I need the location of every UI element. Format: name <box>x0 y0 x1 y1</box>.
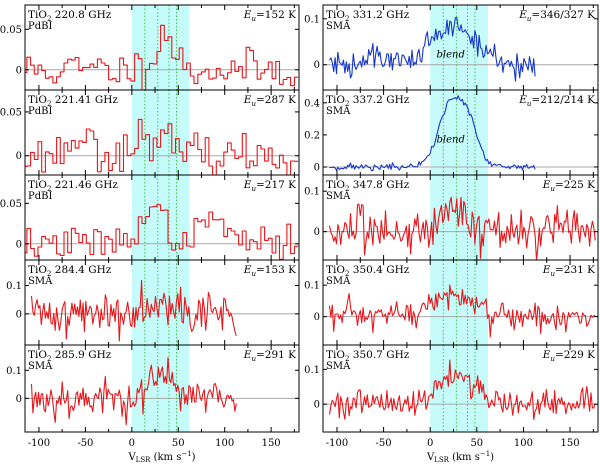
x-tick-label: -100 <box>28 438 50 449</box>
y-tick-label: 0.05 <box>0 107 22 118</box>
panel-title: TiO2 331.2 GHz <box>326 9 410 23</box>
velocity-band <box>430 90 488 175</box>
panel-title: TiO2 220.8 GHz <box>28 9 112 23</box>
y-tick-label: 0.1 <box>304 187 320 198</box>
y-tick-label: 0 <box>314 400 320 411</box>
y-tick-label: 0 <box>16 65 22 76</box>
y-tick-label: 0.1 <box>304 365 320 376</box>
velocity-band <box>131 175 190 260</box>
y-tick-label: 0 <box>314 162 320 173</box>
spectrum-line <box>328 196 596 260</box>
spectrum-line <box>25 204 299 260</box>
upper-energy-label: Eu=231 K <box>542 264 595 278</box>
upper-energy-label: Eu=152 K <box>243 9 296 23</box>
instrument-label: PdBI <box>28 21 52 32</box>
panel-title: TiO2 221.41 GHz <box>28 94 118 108</box>
spectrum-line <box>328 359 596 420</box>
x-tick-label: 50 <box>470 438 483 449</box>
spectrum-line <box>25 118 299 175</box>
y-tick-label: 0 <box>16 309 22 320</box>
panel-title: TiO2 221.46 GHz <box>28 179 118 193</box>
y-tick-label: 0.2 <box>304 130 320 141</box>
panel-title: TiO2 284.4 GHz <box>28 264 112 278</box>
x-axis-title: VLSR (km s−1) <box>426 450 494 464</box>
instrument-label: SMA <box>326 361 351 372</box>
blend-annotation: blend <box>437 50 465 61</box>
y-tick-label: 0 <box>16 151 22 162</box>
y-tick-label: 0 <box>16 394 22 405</box>
x-tick-label: 0 <box>129 438 135 449</box>
instrument-label: PdBI <box>28 106 52 117</box>
velocity-band <box>430 5 488 90</box>
panel-frame <box>24 344 300 433</box>
panel-title: TiO2 285.9 GHz <box>28 349 112 363</box>
panel-frame <box>322 344 599 433</box>
upper-energy-label: Eu=291 K <box>243 349 296 363</box>
instrument-label: SMA <box>28 276 53 287</box>
y-tick-label: 0 <box>314 312 320 323</box>
y-tick-label: 0.05 <box>0 25 22 36</box>
upper-energy-label: Eu=212/214 K <box>518 94 595 108</box>
y-tick-label: 0 <box>314 227 320 238</box>
x-tick-label: 100 <box>215 438 234 449</box>
x-tick-label: -100 <box>326 438 348 449</box>
y-tick-label: 0.1 <box>304 14 320 25</box>
x-tick-label: 0 <box>427 438 433 449</box>
y-tick-label: 0.4 <box>304 98 320 109</box>
spectrum-line <box>329 17 536 82</box>
spectrum-line <box>30 356 237 426</box>
x-axis-title: VLSR (km s−1) <box>127 450 195 464</box>
x-tick-label: -50 <box>376 438 392 449</box>
panel-title: TiO2 347.8 GHz <box>326 179 410 193</box>
instrument-label: SMA <box>326 106 351 117</box>
upper-energy-label: Eu=217 K <box>243 179 296 193</box>
spectrum-line <box>30 279 237 342</box>
y-tick-label: 0 <box>314 60 320 71</box>
upper-energy-label: Eu=229 K <box>542 349 595 363</box>
instrument-label: SMA <box>326 21 351 32</box>
panel-title: TiO2 350.7 GHz <box>326 349 410 363</box>
x-tick-label: 150 <box>560 438 579 449</box>
instrument-label: SMA <box>326 276 351 287</box>
upper-energy-label: Eu=346/327 K <box>518 9 595 23</box>
instrument-label: SMA <box>326 191 351 202</box>
x-tick-label: 150 <box>262 438 281 449</box>
upper-energy-label: Eu=153 K <box>243 264 296 278</box>
x-tick-label: -50 <box>77 438 93 449</box>
y-tick-label: 0.1 <box>6 281 22 292</box>
x-tick-label: 50 <box>172 438 185 449</box>
y-tick-label: 0.05 <box>0 199 22 210</box>
upper-energy-label: Eu=225 K <box>542 179 595 193</box>
instrument-label: PdBI <box>28 191 52 202</box>
spectrum-line <box>328 284 596 338</box>
spectrum-line <box>25 24 299 90</box>
y-tick-label: 0 <box>16 239 22 250</box>
upper-energy-label: Eu=287 K <box>243 94 296 108</box>
spectrum-line <box>329 95 536 172</box>
y-tick-label: 0.1 <box>6 366 22 377</box>
instrument-label: SMA <box>28 361 53 372</box>
blend-annotation: blend <box>437 135 465 146</box>
y-tick-label: 0.1 <box>304 281 320 292</box>
x-tick-label: 100 <box>514 438 533 449</box>
panel-title: TiO2 350.4 GHz <box>326 264 410 278</box>
panel-title: TiO2 337.2 GHz <box>326 94 410 108</box>
